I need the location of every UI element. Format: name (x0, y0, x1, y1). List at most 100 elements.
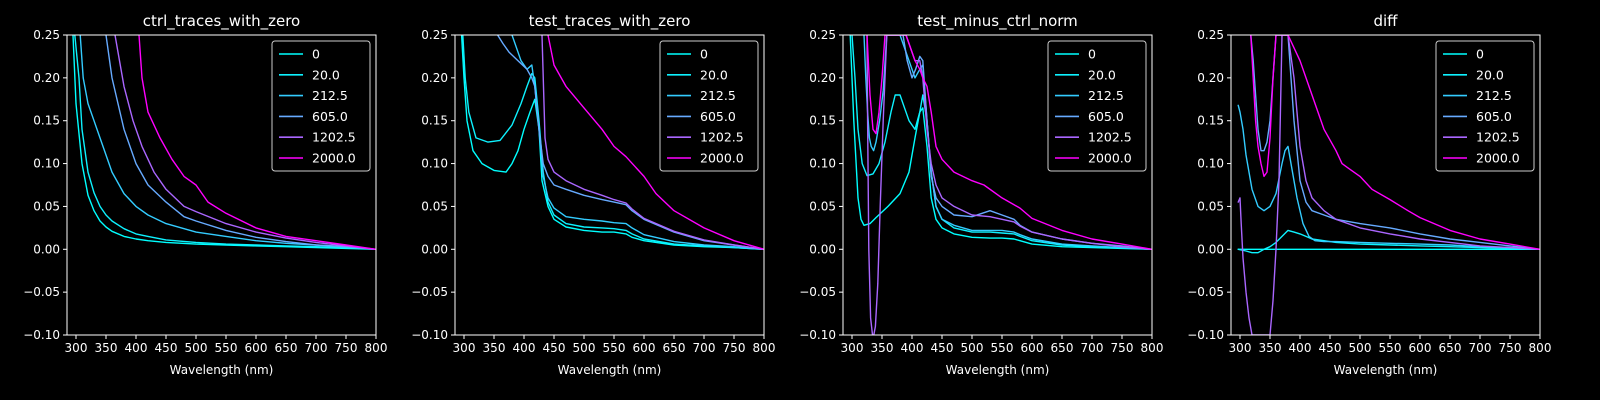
x-tick-label: 650 (1051, 341, 1074, 355)
x-tick-label: 550 (991, 341, 1014, 355)
x-axis-label: Wavelength (nm) (558, 363, 662, 377)
x-tick-label: 550 (1379, 341, 1402, 355)
legend-label: 20.0 (1476, 67, 1504, 82)
legend-label: 2000.0 (1476, 151, 1520, 166)
series-line-4 (114, 35, 376, 250)
x-tick-label: 750 (1499, 341, 1522, 355)
series-line-2 (511, 35, 764, 250)
panels: 300 350 400 450 500 550 600 650 700 750 800 −0.10 −0… (23, 12, 1551, 377)
x-tick-label: 350 (1259, 341, 1282, 355)
x-tick-label: 650 (275, 341, 298, 355)
y-tick-label: 0.00 (809, 242, 836, 256)
chart-title: ctrl_traces_with_zero (143, 12, 300, 31)
chart-panel-3: 300 350 400 450 500 550 600 650 700 750 800 −0.10 −0… (799, 12, 1163, 377)
y-tick-label: 0.15 (33, 114, 60, 128)
legend: 0 20.0 212.5 605.0 1202.5 2000.0 (1435, 40, 1535, 172)
x-tick-label: 600 (633, 341, 656, 355)
series-line-5 (866, 35, 1152, 250)
legend: 0 20.0 212.5 605.0 1202.5 2000.0 (271, 40, 371, 172)
y-tick-label: −0.10 (23, 328, 60, 342)
y-tick-label: 0.15 (1197, 114, 1224, 128)
x-tick-label: 400 (125, 341, 148, 355)
x-tick-label: 550 (215, 341, 238, 355)
plot-lines (849, 35, 1152, 335)
series-line-4 (1237, 35, 1540, 335)
x-tick-label: 600 (245, 341, 268, 355)
y-tick-label: 0.25 (1197, 28, 1224, 42)
series-line-1 (74, 35, 376, 250)
y-tick-label: 0.00 (421, 242, 448, 256)
series-line-2 (1237, 104, 1540, 250)
x-tick-label: 350 (483, 341, 506, 355)
axes-frame (66, 34, 377, 336)
chart-panel-4: 300 350 400 450 500 550 600 650 700 750 800 −0.10 −0… (1187, 12, 1551, 377)
legend-label: 20.0 (312, 67, 340, 82)
axes-frame (1230, 34, 1541, 336)
x-tick-label: 350 (871, 341, 894, 355)
series-line-1 (1237, 229, 1540, 254)
legend-label: 212.5 (312, 88, 348, 103)
axes-frame (454, 34, 765, 336)
y-tick-label: 0.10 (809, 157, 836, 171)
plot-lines (460, 35, 764, 250)
legend-box (1435, 40, 1535, 172)
y-tick-label: −0.05 (23, 285, 60, 299)
x-tick-label: 700 (305, 341, 328, 355)
chart-panel-2: 300 350 400 450 500 550 600 650 700 750 800 −0.10 −0… (411, 12, 775, 377)
legend-label: 605.0 (312, 109, 348, 124)
series-line-0 (72, 35, 376, 250)
x-tick-label: 400 (513, 341, 536, 355)
x-tick-label: 550 (603, 341, 626, 355)
legend-label: 1202.5 (1088, 130, 1132, 145)
series-line-3 (496, 35, 764, 250)
legend-label: 0 (1088, 47, 1096, 62)
series-line-5 (1250, 35, 1540, 250)
series-line-5 (138, 35, 376, 250)
legend-label: 212.5 (1476, 88, 1512, 103)
x-tick-label: 750 (723, 341, 746, 355)
legend-box (659, 40, 759, 172)
x-tick-label: 300 (453, 341, 476, 355)
series-line-5 (547, 35, 764, 250)
series-line-3 (105, 35, 376, 250)
x-axis-label: Wavelength (nm) (946, 363, 1050, 377)
y-tick-label: 0.05 (421, 199, 448, 213)
y-tick-label: 0.10 (421, 157, 448, 171)
series-line-4 (541, 35, 764, 250)
y-tick-label: 0.05 (1197, 199, 1224, 213)
x-tick-label: 400 (1289, 341, 1312, 355)
legend-label: 605.0 (700, 109, 736, 124)
plot-lines (72, 35, 376, 250)
x-tick-label: 750 (1111, 341, 1134, 355)
x-tick-label: 800 (1529, 341, 1552, 355)
x-tick-label: 500 (961, 341, 984, 355)
legend-label: 20.0 (1088, 67, 1116, 82)
chart-panel-1: 300 350 400 450 500 550 600 650 700 750 800 −0.10 −0… (23, 12, 387, 377)
y-tick-label: 0.25 (33, 28, 60, 42)
legend-label: 2000.0 (1088, 151, 1132, 166)
x-tick-label: 500 (185, 341, 208, 355)
x-tick-label: 450 (155, 341, 178, 355)
y-tick-label: −0.05 (1187, 285, 1224, 299)
y-tick-label: −0.05 (799, 285, 836, 299)
x-tick-label: 800 (1141, 341, 1164, 355)
legend-label: 2000.0 (700, 151, 744, 166)
legend-label: 1202.5 (1476, 130, 1520, 145)
x-axis-label: Wavelength (nm) (1334, 363, 1438, 377)
x-tick-label: 450 (1319, 341, 1342, 355)
x-tick-label: 800 (753, 341, 776, 355)
chart-title: test_minus_ctrl_norm (917, 12, 1078, 31)
x-axis-label: Wavelength (nm) (170, 363, 274, 377)
y-tick-label: 0.05 (809, 199, 836, 213)
series-line-2 (863, 35, 1152, 250)
y-tick-label: 0.15 (809, 114, 836, 128)
x-tick-label: 700 (1469, 341, 1492, 355)
x-tick-label: 450 (931, 341, 954, 355)
x-tick-label: 650 (663, 341, 686, 355)
x-tick-label: 700 (693, 341, 716, 355)
x-tick-label: 600 (1021, 341, 1044, 355)
series-line-2 (79, 35, 376, 250)
y-tick-label: 0.00 (33, 242, 60, 256)
x-tick-label: 400 (901, 341, 924, 355)
